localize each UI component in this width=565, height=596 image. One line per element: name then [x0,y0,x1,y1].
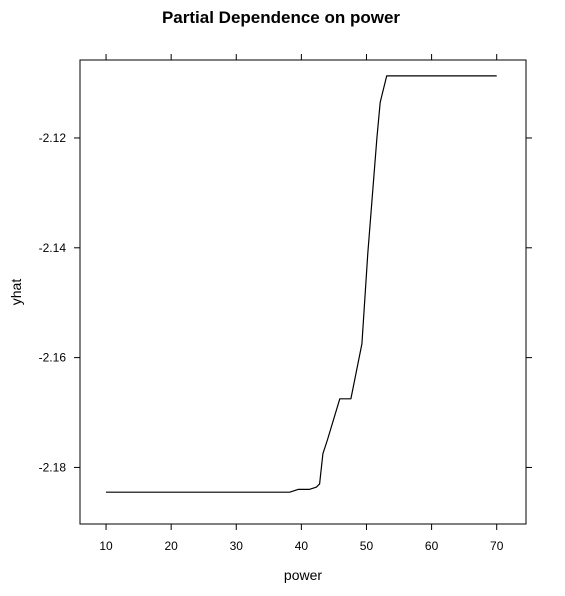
x-axis: 10 20 30 40 50 60 70 [99,54,504,553]
series-layer [106,75,497,493]
x-axis-label: power [284,567,322,583]
y-axis-label: yhat [8,279,24,306]
x-tick-label: 30 [230,539,244,553]
chart-title: Partial Dependence on power [162,8,400,27]
x-tick-label: 60 [425,539,439,553]
y-tick-label: -2.12 [39,131,67,145]
x-tick-label: 10 [99,539,113,553]
plot-frame [79,59,527,525]
y-axis: -2.18 -2.16 -2.14 -2.12 [39,131,532,474]
x-tick-label: 40 [295,539,309,553]
y-tick-label: -2.18 [39,460,67,474]
x-tick-label: 70 [490,539,504,553]
y-tick-label: -2.14 [39,241,67,255]
y-tick-label: -2.16 [39,351,67,365]
x-tick-label: 50 [360,539,374,553]
x-tick-label: 20 [164,539,178,553]
series-line [106,75,497,493]
